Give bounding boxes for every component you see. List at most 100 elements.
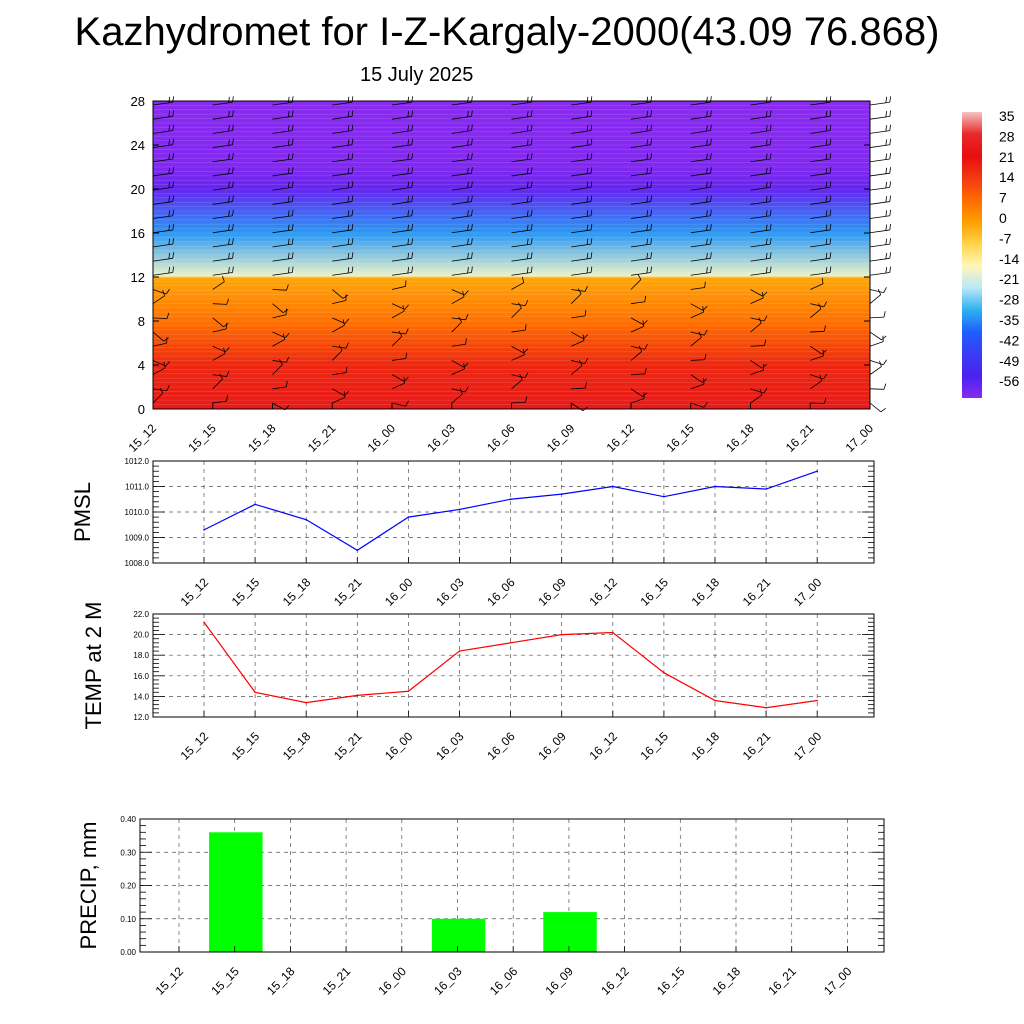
wind-barb-flag <box>650 152 652 160</box>
wind-barb-shaft <box>511 201 532 205</box>
wind-barb-flag <box>650 223 652 230</box>
y-axis-label: PMSL <box>70 482 95 542</box>
wind-barb <box>212 317 229 328</box>
wind-barb-flag <box>347 267 350 274</box>
wind-barb-shaft <box>451 388 466 393</box>
wind-barb-flag <box>530 195 533 202</box>
wind-barb-flag <box>228 110 230 118</box>
wind-barb-shaft <box>511 345 524 354</box>
wind-barb-shaft <box>391 243 412 248</box>
wind-barb-flag <box>646 153 649 160</box>
wind-barb-flag <box>710 152 712 160</box>
wind-barb <box>511 372 529 379</box>
wind-barb-flag <box>287 196 290 203</box>
wind-barb <box>571 331 588 340</box>
wind-barb-flag <box>530 110 533 117</box>
wind-barb-shaft <box>869 101 890 106</box>
wind-barb <box>810 373 828 380</box>
wind-barb <box>690 329 708 336</box>
data-point <box>714 485 716 488</box>
wind-barb-flag <box>463 362 465 369</box>
wind-barb-flag <box>467 252 469 259</box>
wind-barb-shaft <box>869 116 890 120</box>
wind-barb-flag <box>407 224 410 231</box>
wind-barb-flag <box>287 139 290 146</box>
wind-barb <box>272 223 294 234</box>
wind-barb-flag <box>650 195 652 202</box>
wind-barb-flag <box>885 153 888 160</box>
wind-barb <box>511 299 529 307</box>
wind-barb-flag <box>530 223 533 230</box>
wind-barb <box>571 309 587 319</box>
wind-barb <box>571 181 593 191</box>
wind-barb <box>810 209 832 219</box>
wind-barb-flag <box>769 195 772 202</box>
data-point <box>560 493 563 495</box>
wind-barb-shaft <box>272 101 293 106</box>
wind-barb-flag <box>168 181 171 188</box>
wind-barb-flag <box>646 210 649 217</box>
wind-barb-shaft <box>272 130 293 134</box>
wind-barb-flag <box>351 266 354 273</box>
wind-barb-shaft <box>212 374 227 377</box>
wind-barb-flag <box>889 195 891 202</box>
wind-barb-flag <box>881 335 887 341</box>
wind-barb-flag <box>765 139 768 146</box>
wind-barb-flag <box>228 252 230 259</box>
wind-barb <box>272 195 294 205</box>
wind-barb-flag <box>287 238 290 245</box>
wind-barb-flag <box>345 342 349 349</box>
wind-barb <box>451 360 469 368</box>
wind-barb <box>451 338 467 347</box>
wind-barb-flag <box>823 301 828 308</box>
wind-barb-flag <box>829 181 832 188</box>
wind-barb-flag <box>880 408 886 413</box>
wind-barb-shaft <box>630 130 651 134</box>
data-point <box>254 691 256 694</box>
wind-barb <box>690 281 706 290</box>
wind-barb <box>391 138 413 148</box>
wind-barb <box>810 397 827 404</box>
wind-barb <box>750 289 768 297</box>
wind-barb-flag <box>530 266 533 273</box>
wind-barb-shaft <box>690 172 711 177</box>
wind-barb-flag <box>706 139 708 146</box>
wind-barb-shaft <box>630 144 651 148</box>
wind-barb <box>630 238 652 248</box>
wind-barb <box>451 124 473 134</box>
wind-barb <box>331 289 349 299</box>
wind-barb <box>630 209 652 219</box>
wind-barb-shaft <box>152 272 173 276</box>
wind-barb <box>511 276 525 290</box>
wind-barb <box>451 209 473 219</box>
x-tick-label: 16_18 <box>723 421 757 455</box>
wind-barb-flag <box>706 96 708 103</box>
wind-barb-flag <box>706 238 708 245</box>
wind-barb-shaft <box>511 401 526 404</box>
wind-barb-shaft <box>511 229 532 234</box>
wind-barb-shaft <box>690 243 711 248</box>
wind-barb <box>690 306 704 319</box>
x-tick-label: 16_03 <box>431 964 465 998</box>
wind-barb-shaft <box>690 311 704 319</box>
wind-barb-shaft <box>869 229 890 234</box>
wind-barb-shaft <box>511 186 532 191</box>
wind-barb-flag <box>650 209 652 216</box>
wind-barb-flag <box>232 138 234 145</box>
wind-barb-flag <box>586 110 589 118</box>
wind-barb-shaft <box>630 301 645 305</box>
wind-barb-shaft <box>391 158 412 163</box>
wind-barb-shaft <box>750 257 771 262</box>
wind-barb-shaft <box>630 398 645 404</box>
wind-barb-shaft <box>332 388 345 396</box>
wind-barb-flag <box>232 167 234 174</box>
wind-barb-shaft <box>750 158 771 163</box>
wind-barb-shaft <box>331 350 343 361</box>
wind-barb-flag <box>347 167 350 174</box>
wind-barb-shaft <box>152 144 173 148</box>
wind-barb <box>391 209 413 219</box>
wind-barb <box>391 152 413 163</box>
y-axis-label: TEMP at 2 M <box>81 602 106 730</box>
wind-barb <box>690 138 712 148</box>
wind-barb-flag <box>232 223 234 230</box>
